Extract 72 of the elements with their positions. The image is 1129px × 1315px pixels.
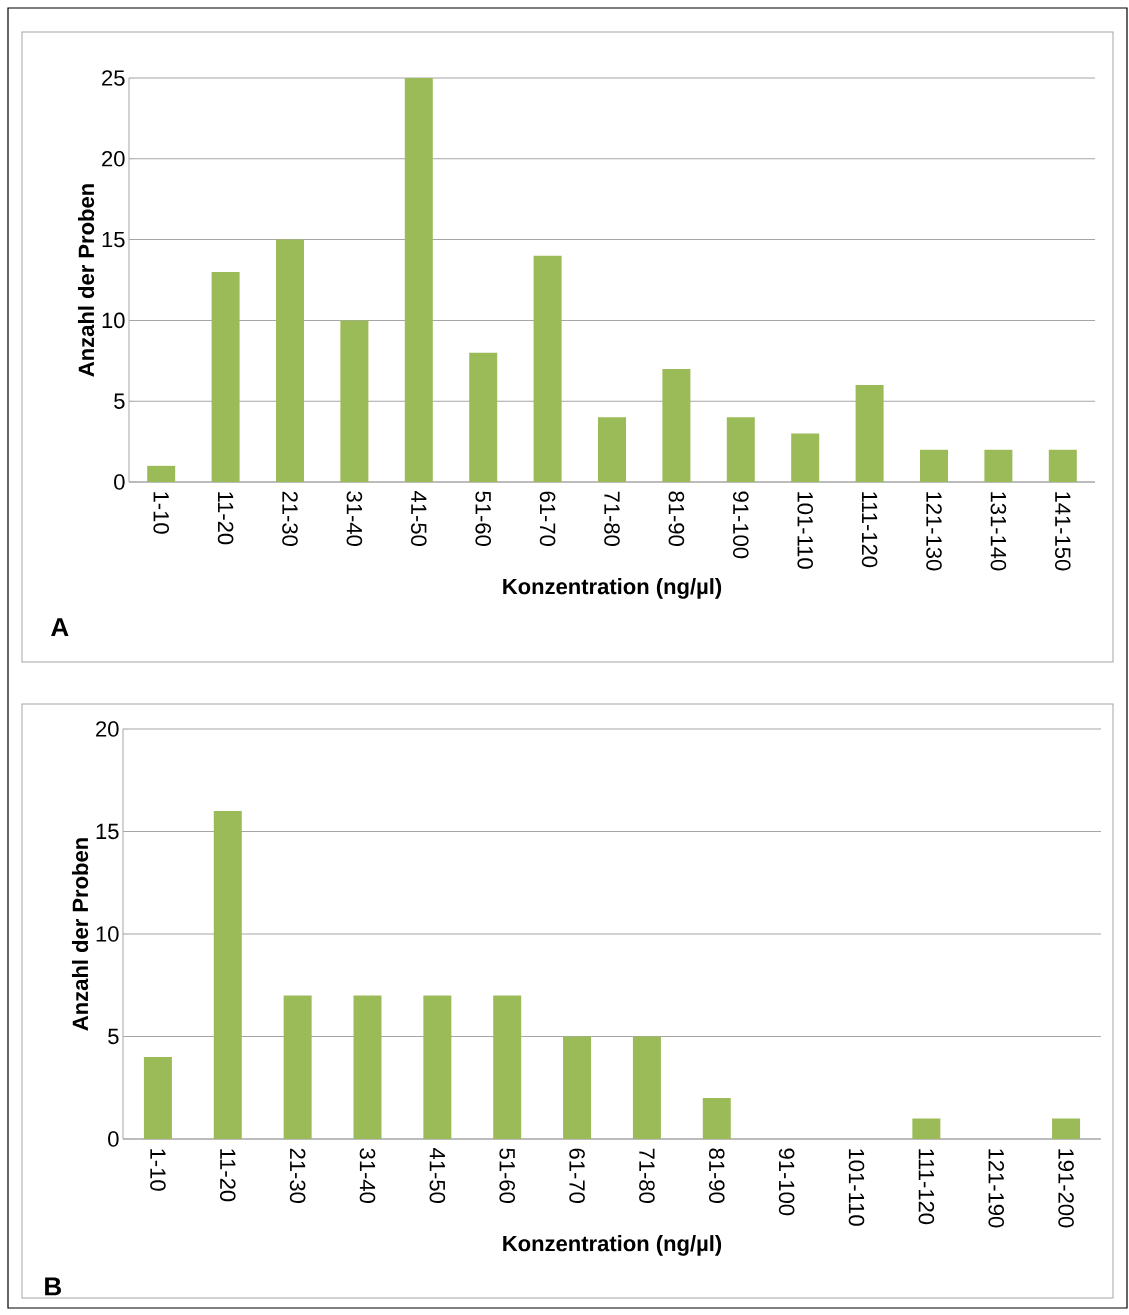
x-tick-label: 61-70 <box>569 1148 585 1203</box>
x-tick-label: 41-50 <box>411 491 427 546</box>
bar <box>598 417 626 482</box>
y-tick-label: 25 <box>102 70 125 86</box>
y-tick-label: 15 <box>102 231 125 248</box>
bar <box>147 465 176 482</box>
x-tick-label: 1-10 <box>153 492 169 534</box>
x-tick-label: 141-150 <box>1055 492 1071 571</box>
y-tick-label: 15 <box>96 823 119 840</box>
y-tick-label: 20 <box>96 721 119 737</box>
bar <box>632 1036 661 1139</box>
text: A <box>51 618 69 637</box>
x-tick-label: 31-40 <box>346 491 363 546</box>
bar <box>563 1036 592 1139</box>
y-tick-label: 20 <box>102 151 125 167</box>
x-tick-label: 81-90 <box>708 1148 725 1203</box>
x-tick-label: 191-200 <box>1058 1149 1074 1228</box>
y-tick-label: 10 <box>102 312 125 329</box>
bar <box>353 995 382 1139</box>
bar <box>423 995 452 1139</box>
x-tick-label: 121-190 <box>988 1149 1005 1228</box>
y-tick-label: 5 <box>114 393 125 409</box>
x-tick-label: 11-20 <box>217 492 234 545</box>
x-tick-label: 81-90 <box>668 491 685 546</box>
bar <box>404 78 433 482</box>
y-tick-label: 10 <box>96 926 119 942</box>
bar <box>493 995 522 1139</box>
bar <box>984 449 1013 482</box>
bar <box>276 239 304 482</box>
x-tick-label: 21-30 <box>289 1148 306 1203</box>
y-tick-label: 0 <box>114 474 125 490</box>
x-tick-label: 71-80 <box>604 491 620 546</box>
x-tick-label: 51-60 <box>499 1148 516 1203</box>
x-axis-title: Konzentration (ng/µl) <box>503 578 722 599</box>
x-tick-label: 71-80 <box>639 1148 655 1203</box>
y-axis-title: Anzahl der Proben <box>71 838 89 1031</box>
y-tick-label: 5 <box>108 1028 119 1045</box>
x-tick-label: 1-10 <box>150 1149 166 1191</box>
x-tick-label: 101-110 <box>797 492 813 569</box>
x-tick-label: 91-100 <box>733 491 749 559</box>
bar <box>213 811 242 1139</box>
x-tick-label: 131-140 <box>990 492 1007 571</box>
bar <box>791 433 820 482</box>
x-tick-label: 41-50 <box>429 1148 446 1203</box>
y-axis-title: Anzahl der Proben <box>77 184 95 377</box>
bar <box>920 449 948 482</box>
bar <box>1052 1118 1081 1139</box>
x-axis-title: Konzentration (ng/µl) <box>503 1235 722 1256</box>
x-tick-label: 101-110 <box>848 1149 865 1226</box>
bar <box>211 271 240 482</box>
x-tick-label: 111-120 <box>918 1149 935 1225</box>
bar <box>283 995 312 1139</box>
bar <box>1048 449 1077 482</box>
bar <box>912 1118 941 1139</box>
bar <box>143 1057 172 1139</box>
y-tick-label: 0 <box>108 1131 119 1147</box>
x-tick-label: 61-70 <box>539 491 556 546</box>
x-tick-label: 121-130 <box>926 492 942 571</box>
bar <box>533 255 562 482</box>
bar <box>662 368 691 482</box>
x-tick-label: 31-40 <box>359 1148 376 1203</box>
x-tick-label: 111-120 <box>861 492 878 568</box>
bar <box>855 385 884 482</box>
x-tick-label: 11-20 <box>219 1149 236 1202</box>
x-tick-label: 51-60 <box>475 491 491 546</box>
bar <box>340 320 369 482</box>
x-tick-label: 91-100 <box>778 1148 795 1216</box>
bar <box>469 352 498 482</box>
text: B <box>45 1277 61 1296</box>
bar <box>702 1097 731 1139</box>
bar <box>726 417 755 482</box>
x-tick-label: 21-30 <box>282 491 298 546</box>
